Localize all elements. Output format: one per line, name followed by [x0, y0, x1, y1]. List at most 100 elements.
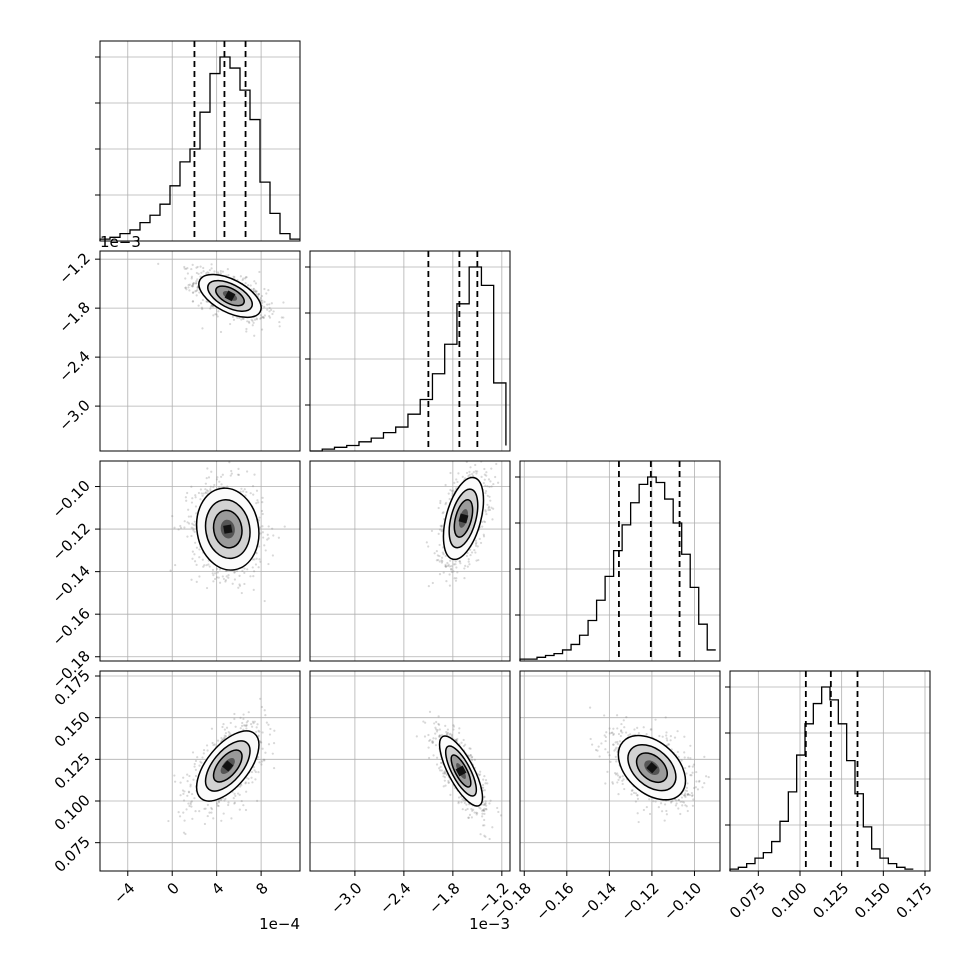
sample-point	[257, 519, 261, 522]
sample-point	[444, 502, 447, 506]
sample-point	[482, 783, 485, 787]
sample-point	[456, 480, 459, 484]
sample-point	[212, 485, 215, 489]
sample-point	[240, 799, 243, 803]
sample-point	[464, 564, 467, 567]
sample-point	[612, 743, 615, 746]
sample-point	[463, 567, 466, 570]
sample-point	[183, 819, 186, 822]
sample-point	[415, 735, 418, 738]
sample-point	[220, 475, 223, 478]
sample-point	[217, 310, 220, 313]
sample-point	[212, 580, 215, 583]
sample-point	[485, 457, 487, 459]
sample-point	[484, 779, 488, 782]
sample-point	[191, 522, 194, 525]
sample-point	[272, 742, 276, 745]
sample-point	[183, 790, 186, 793]
sample-point	[244, 781, 247, 784]
sample-point	[261, 531, 264, 534]
sample-point	[495, 462, 498, 466]
sample-point	[440, 761, 443, 764]
sample-point	[680, 759, 683, 762]
sample-point	[196, 756, 199, 759]
sample-point	[173, 774, 176, 777]
sample-point	[233, 792, 236, 795]
sample-point	[689, 757, 692, 760]
sample-point	[268, 303, 271, 306]
sample-point	[218, 568, 221, 571]
sample-point	[221, 725, 224, 729]
sample-point	[483, 520, 487, 524]
sample-point	[263, 709, 266, 712]
joint-panel-0-3	[99, 670, 301, 872]
sample-point	[254, 282, 258, 285]
sample-point	[186, 491, 189, 495]
sample-point	[438, 735, 441, 738]
sample-point	[475, 559, 478, 562]
sample-point	[252, 575, 255, 578]
sample-point	[453, 577, 456, 580]
sample-point	[427, 545, 430, 548]
sample-point	[199, 488, 203, 491]
sample-point	[249, 575, 252, 578]
sample-point	[484, 802, 487, 805]
sample-point	[256, 499, 259, 502]
sample-point	[210, 263, 213, 266]
sample-point	[486, 782, 489, 785]
sample-point	[277, 536, 280, 539]
sample-point	[190, 284, 193, 287]
sample-point	[264, 751, 267, 754]
sample-point	[666, 739, 669, 742]
sample-point	[446, 564, 449, 568]
sample-point	[691, 771, 694, 774]
sample-point	[258, 526, 262, 529]
sample-point	[450, 568, 453, 571]
sample-point	[467, 558, 470, 561]
panel-frame	[99, 460, 301, 662]
sample-point	[278, 320, 281, 324]
sample-point	[272, 534, 275, 537]
sample-point	[473, 811, 476, 814]
sample-point	[478, 806, 481, 809]
sample-point	[202, 752, 205, 755]
sample-point	[483, 473, 486, 476]
sample-point	[260, 763, 263, 766]
sample-point	[187, 508, 190, 511]
sample-point	[190, 534, 193, 538]
sample-point	[608, 732, 611, 735]
corner-plot-layer: −4 0 4 81e−4−3.0 −2.4 −1.8 −1.21e−3−0.18−0.16−…	[49, 40, 936, 933]
sample-point	[461, 808, 464, 811]
sample-point	[244, 277, 247, 280]
sample-point	[189, 801, 192, 804]
sample-point	[490, 506, 493, 509]
sample-point	[185, 808, 188, 811]
sample-point	[195, 266, 198, 269]
sample-point	[266, 303, 269, 306]
sample-point	[450, 564, 453, 568]
sample-point	[462, 799, 465, 802]
sample-point	[191, 263, 194, 266]
sample-point	[264, 713, 267, 717]
sample-point	[435, 550, 438, 553]
sample-point	[192, 527, 195, 530]
sample-point	[208, 811, 211, 814]
sample-point	[240, 784, 243, 787]
sample-point	[435, 720, 438, 724]
sample-point	[270, 302, 273, 305]
sample-point	[455, 739, 458, 742]
sample-point	[475, 813, 478, 816]
density-peak	[455, 765, 467, 777]
sample-point	[263, 599, 266, 603]
sample-point	[192, 282, 195, 285]
sample-point	[469, 747, 472, 750]
sample-point	[255, 290, 258, 293]
sample-point	[455, 739, 458, 742]
sample-point	[454, 563, 457, 566]
sample-point	[204, 491, 208, 494]
sample-point	[464, 743, 467, 746]
sample-point	[179, 781, 182, 784]
sample-point	[470, 472, 474, 476]
sample-point	[186, 535, 189, 538]
sample-point	[436, 554, 439, 557]
